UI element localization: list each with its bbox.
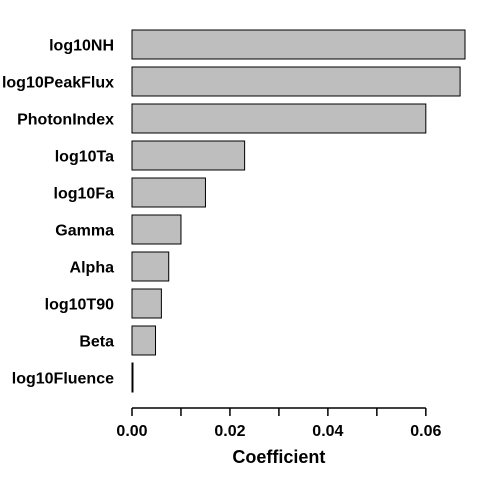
bar-Gamma (131, 214, 182, 245)
x-tick-label-0.02: 0.02 (214, 423, 245, 440)
category-label-log10Ta: log10Ta (55, 149, 114, 166)
category-label-log10NH: log10NH (49, 38, 114, 55)
category-label-log10PeakFlux: log10PeakFlux (2, 75, 114, 92)
category-label-log10Fluence: log10Fluence (12, 371, 114, 388)
category-labels: log10NH log10PeakFlux PhotonIndex log10Ta lo… (2, 38, 114, 388)
x-axis-title: Coefficient (232, 447, 325, 467)
x-tick-label-0.06: 0.06 (410, 423, 441, 440)
x-axis: 0.00 0.02 0.04 0.06 (116, 407, 441, 440)
category-label-Alpha: Alpha (70, 260, 115, 277)
bar-log10Fluence (131, 362, 134, 393)
bar-log10Fa (131, 177, 206, 208)
category-label-log10T90: log10T90 (45, 297, 114, 314)
bar-log10NH (131, 29, 466, 60)
bar-Beta (131, 325, 157, 356)
category-label-PhotonIndex: PhotonIndex (17, 112, 114, 129)
category-label-Gamma: Gamma (55, 223, 114, 240)
x-tick-label-0.00: 0.00 (116, 423, 147, 440)
bar-PhotonIndex (131, 103, 427, 134)
bar-log10T90 (131, 288, 162, 319)
bar-log10PeakFlux (131, 66, 461, 97)
bar-log10Ta (131, 140, 246, 171)
x-tick-label-0.04: 0.04 (312, 423, 343, 440)
bars-group (131, 29, 466, 393)
category-label-log10Fa: log10Fa (54, 186, 115, 203)
category-label-Beta: Beta (79, 334, 114, 351)
bar-Alpha (131, 251, 170, 282)
